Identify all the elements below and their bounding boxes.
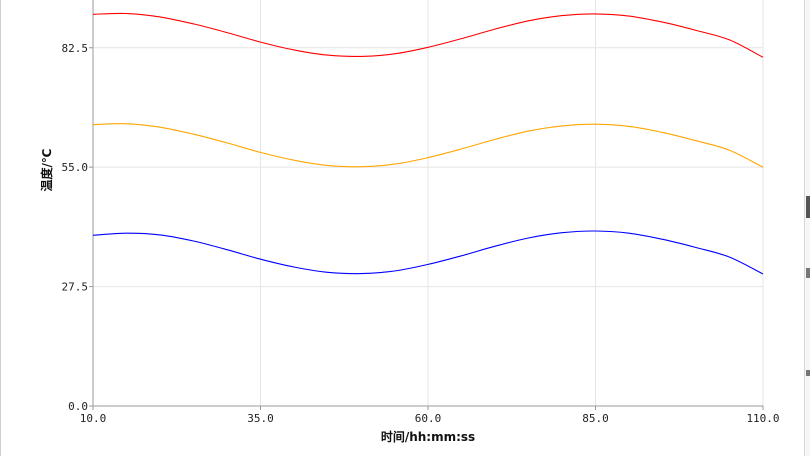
- grid: [93, 0, 764, 406]
- x-tick-label: 85.0: [582, 412, 609, 425]
- y-axis-title: 温度/℃: [39, 149, 54, 192]
- scrollbar-mark-2: [806, 370, 810, 376]
- x-axis-title: 时间/hh:mm:ss: [381, 429, 475, 444]
- series-line-1: [92, 12, 764, 58]
- series-group: [92, 12, 764, 275]
- x-tick-label: 35.0: [247, 412, 274, 425]
- x-tick-label: 10.0: [80, 412, 107, 425]
- series-line-2: [92, 123, 764, 168]
- y-tick-label: 55.0: [62, 161, 89, 174]
- y-tick-label: 82.5: [62, 42, 89, 55]
- scrollbar-thumb[interactable]: [806, 196, 810, 218]
- x-tick-label: 110.0: [746, 412, 779, 425]
- x-tick-label: 60.0: [415, 412, 442, 425]
- y-tick-label: 0.0: [68, 400, 88, 413]
- series-line-3: [92, 230, 764, 275]
- right-scrollbar[interactable]: [804, 0, 810, 456]
- y-tick-label: 27.5: [62, 281, 89, 294]
- scrollbar-mark: [806, 268, 810, 278]
- tick-labels: 10.0 35.0 60.0 85.0 110.0 0.0 27.5 55.0 82.5: [62, 42, 780, 425]
- left-border: [0, 0, 1, 456]
